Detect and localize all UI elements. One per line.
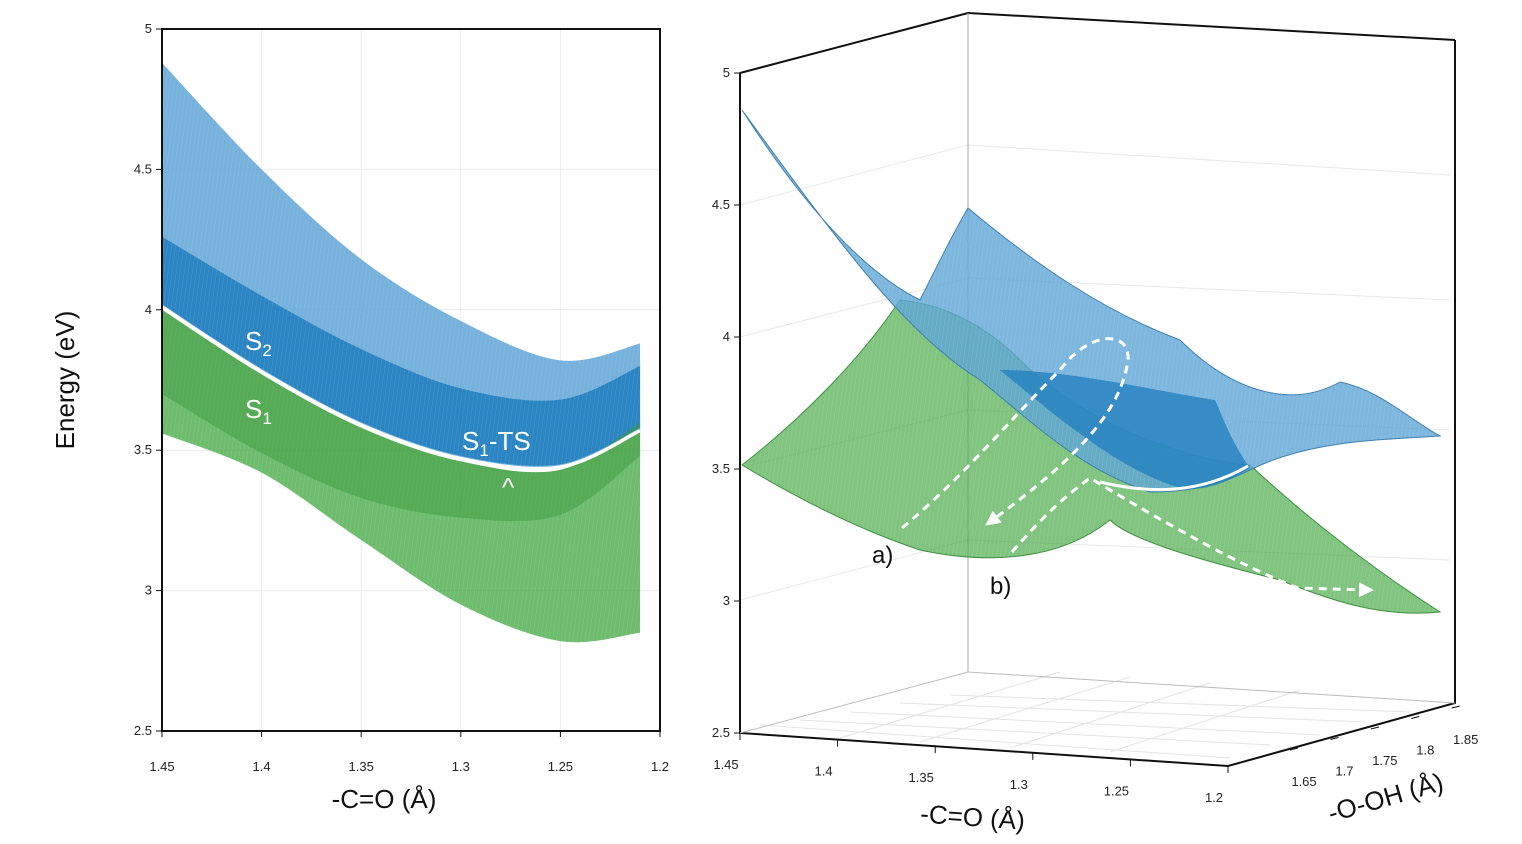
path-label-a: a) xyxy=(872,542,893,569)
right-y-tick-mark xyxy=(1370,726,1379,730)
reaction-path-a xyxy=(901,337,1130,530)
right-x-tick-label: 1.25 xyxy=(1104,783,1129,798)
right-z-tick-label: 5 xyxy=(723,65,730,80)
left-x-tick-label: 1.35 xyxy=(349,759,374,774)
left-y-axis-title: Energy (eV) xyxy=(50,311,80,450)
right-y-tick-mark xyxy=(1289,747,1299,751)
right-y-tick-mark xyxy=(1451,705,1460,709)
right-z-ticks: 2.5 3 3.5 4 4.5 5 xyxy=(712,65,740,740)
right-x-axis-title: -C=O (Å) xyxy=(919,798,1026,835)
left-y-tick-label: 2.5 xyxy=(134,723,152,738)
crossing-seam-curve xyxy=(161,305,641,471)
right-y-tick-label: 1.65 xyxy=(1291,774,1316,789)
left-y-tick-label: 4.5 xyxy=(134,161,152,176)
right-y-tick-mark xyxy=(1330,737,1339,740)
s2-label: S2 xyxy=(245,326,272,360)
right-3d-panel: a) b) 2.5 3 3.5 4 4.5 5 1.45 1.4 1.35 1.3 1.25 1.2… xyxy=(712,11,1478,836)
right-x-ticks: 1.45 1.4 1.35 1.3 1.25 1.2 xyxy=(713,733,1229,805)
left-energy-bands xyxy=(162,62,641,643)
left-x-tick-label: 1.25 xyxy=(548,759,573,774)
left-x-tick-label: 1.45 xyxy=(149,759,174,774)
reaction-path-b xyxy=(1010,476,1374,598)
left-x-tick-label: 1.3 xyxy=(452,759,470,774)
right-z-tick-label: 3.5 xyxy=(712,461,730,476)
s2-surface xyxy=(741,109,1442,493)
right-y-tick-label: 1.7 xyxy=(1335,764,1353,779)
right-y-tick-mark xyxy=(1411,716,1420,719)
right-y-tick-label: 1.8 xyxy=(1416,743,1434,758)
left-x-axis-title: -C=O (Å) xyxy=(332,784,437,814)
band-s2-core-texture xyxy=(162,236,641,466)
right-z-tick-label: 4 xyxy=(723,329,730,344)
left-y-tick-label: 4 xyxy=(145,302,152,317)
band-s1-core xyxy=(162,309,641,522)
path-label-b: b) xyxy=(990,573,1011,600)
right-y-tick-label: 1.75 xyxy=(1372,753,1397,768)
right-x-tick-label: 1.3 xyxy=(1010,777,1028,792)
left-chart-panel: 2.5 3 3.5 4 4.5 5 1.45 1.4 1.35 1.3 1.25 1.2 Energ… xyxy=(50,21,669,814)
left-plot-frame xyxy=(161,28,661,732)
left-y-ticks: 2.5 3 3.5 4 4.5 5 xyxy=(134,21,162,738)
floor-grid xyxy=(759,671,1411,759)
right-x-tick-label: 1.4 xyxy=(815,764,833,779)
s1-ts-label: S1-TS xyxy=(462,426,531,460)
left-y-tick-label: 3.5 xyxy=(134,442,152,457)
right-z-tick-label: 3 xyxy=(723,593,730,608)
left-y-tick-label: 5 xyxy=(145,21,152,36)
left-y-tick-label: 3 xyxy=(145,583,152,598)
right-z-tick-label: 4.5 xyxy=(712,197,730,212)
right-x-tick-label: 1.45 xyxy=(713,757,738,772)
3d-crossing-seam xyxy=(1099,464,1249,492)
s1-label: S1 xyxy=(245,394,272,428)
left-x-tick-label: 1.2 xyxy=(651,759,669,774)
ts-caret-marker: ^ xyxy=(502,472,515,502)
right-z-tick-label: 2.5 xyxy=(712,725,730,740)
left-x-ticks: 1.45 1.4 1.35 1.3 1.25 1.2 xyxy=(149,731,669,774)
right-y-tick-label: 1.85 xyxy=(1453,732,1478,747)
right-x-tick-label: 1.2 xyxy=(1205,790,1223,805)
right-y-ticks: 1.65 1.7 1.75 1.8 1.85 xyxy=(1289,705,1478,789)
left-x-tick-label: 1.4 xyxy=(253,759,271,774)
right-x-tick-label: 1.35 xyxy=(909,770,934,785)
